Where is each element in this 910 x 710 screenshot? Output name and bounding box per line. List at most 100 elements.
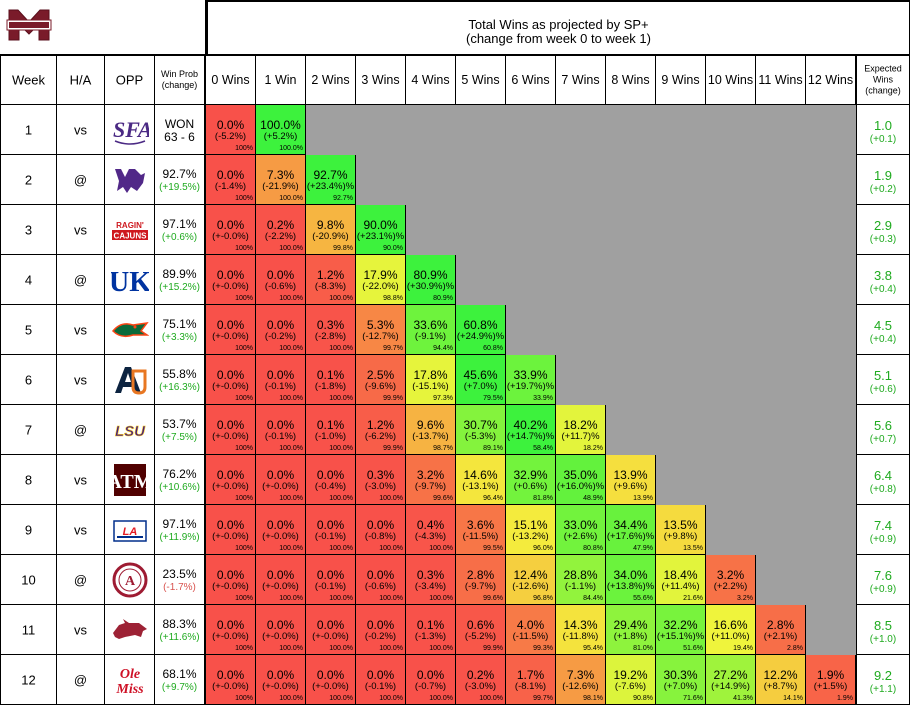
row-8-wins-2: 0.0% (-0.4%) 100.0%	[306, 455, 356, 505]
wins-probability: 0.0%	[366, 618, 395, 632]
row-6-wins-9-empty	[656, 355, 706, 405]
wins-probability-change: (+-0.0%)	[212, 581, 249, 592]
row-9-opp: LA	[105, 505, 155, 555]
row-11-wins-10: 16.6% (+11.0%) 19.4%	[706, 605, 756, 655]
row-8-wins-1: 0.0% (+-0.0%) 100.0%	[256, 455, 306, 505]
week-value: 4	[24, 272, 33, 287]
row-3-wins-1: 0.2% (-2.2%) 100.0%	[256, 205, 306, 255]
week-value: 10	[21, 572, 36, 587]
row-5-week: 5	[0, 305, 57, 355]
row-2-wins-6-empty	[506, 155, 556, 205]
row-11-wins-8: 29.4% (+1.8%) 81.0%	[606, 605, 656, 655]
row-6-wins-1: 0.0% (-0.1%) 100.0%	[256, 355, 306, 405]
alabama-logo-icon: A	[111, 561, 149, 599]
expected-wins-change: (+0.8)	[869, 484, 897, 495]
row-4-wins-10-empty	[706, 255, 756, 305]
chart-title: Total Wins as projected by SP+	[468, 17, 649, 32]
row-10-week: 10	[0, 555, 57, 605]
col-header-wins-12-label: 12 Wins	[807, 73, 854, 87]
row-1-wins-1: 100.0% (+5.2%) 100.0%	[256, 105, 306, 155]
wins-probability: 14.6%	[463, 468, 498, 482]
wins-probability-change: (-0.2%)	[364, 631, 397, 642]
row-12-wins-10: 27.2% (+14.9%) 41.3%	[706, 655, 756, 705]
wins-probability-change: (-1.3%)	[414, 631, 447, 642]
wins-probability-change: (-0.8%)	[364, 531, 397, 542]
wins-cumulative-probability: 100.0%	[379, 545, 403, 552]
row-5-wins-5: 60.8% (+24.9%)% 60.8%	[456, 305, 506, 355]
mississippi-state-logo-icon	[6, 9, 52, 41]
row-7-opp: LSU	[105, 405, 155, 455]
expected-wins-value: 5.1	[873, 368, 893, 383]
row-2-ha: @	[57, 155, 105, 205]
expected-wins-value: 6.4	[873, 468, 893, 483]
wins-probability-change: (+-0.0%)	[262, 681, 299, 692]
wins-cumulative-probability: 80.8%	[583, 545, 603, 552]
wins-probability: 0.3%	[366, 468, 395, 482]
wins-probability-change: (-22.0%)	[362, 281, 399, 292]
wins-probability-change: (+1.5%)	[813, 681, 848, 692]
row-8-wins-12-empty	[806, 455, 856, 505]
week-value: 7	[24, 422, 33, 437]
wins-probability-change: (-0.6%)	[364, 581, 397, 592]
chart-subtitle: (change from week 0 to week 1)	[466, 31, 651, 46]
wins-probability-change: (+-0.0%)	[212, 281, 249, 292]
row-2-wins-0: 0.0% (-1.4%) 100%	[206, 155, 256, 205]
row-1-wins-12-empty	[806, 105, 856, 155]
col-header-wins-9-label: 9 Wins	[661, 73, 700, 87]
home-away-value: vs	[74, 122, 87, 137]
header-logo-cell	[0, 0, 206, 55]
row-4-wins-4: 80.9% (+30.9%)% 80.9%	[406, 255, 456, 305]
wins-cumulative-probability: 100.0%	[329, 345, 353, 352]
svg-text:Ole: Ole	[120, 667, 140, 682]
week-value: 12	[21, 672, 36, 687]
wins-probability: 29.4%	[613, 618, 648, 632]
wins-probability-change: (-0.2%)	[264, 331, 297, 342]
row-1-wins-10-empty	[706, 105, 756, 155]
wins-probability-change: (-0.1%)	[364, 681, 397, 692]
col-header-wins-8: 8 Wins	[606, 55, 656, 105]
wins-probability: 0.0%	[216, 468, 245, 482]
wins-cumulative-probability: 100.0%	[279, 395, 303, 402]
wins-probability-change: (-5.2%)	[214, 131, 247, 142]
col-header-wins-4-label: 4 Wins	[411, 73, 450, 87]
wins-probability-change: (+-0.0%)	[262, 631, 299, 642]
wins-probability-change: (+-0.0%)	[262, 481, 299, 492]
row-1-opp: SFA	[105, 105, 155, 155]
wins-cumulative-probability: 100.0%	[429, 695, 453, 702]
row-10-ha: @	[57, 555, 105, 605]
au-logo-icon	[111, 361, 149, 399]
row-3-wins-6-empty	[506, 205, 556, 255]
wins-cumulative-probability: 90.0%	[383, 245, 403, 252]
row-4-winprob: 89.9% (+15.2%)	[155, 255, 206, 305]
row-9-week: 9	[0, 505, 57, 555]
row-3-opp: RAGIN' CAJUNS	[105, 205, 155, 255]
row-2-winprob: 92.7% (+19.5%)	[155, 155, 206, 205]
row-11-wins-4: 0.1% (-1.3%) 100.0%	[406, 605, 456, 655]
wins-cumulative-probability: 100%	[235, 645, 253, 652]
wins-probability-change: (+-0.0%)	[312, 631, 349, 642]
wins-cumulative-probability: 33.9%	[533, 395, 553, 402]
row-7-ha: @	[57, 405, 105, 455]
wins-probability-change: (-12.6%)	[512, 581, 549, 592]
wins-cumulative-probability: 100%	[235, 595, 253, 602]
row-12-wins-6: 1.7% (-8.1%) 99.7%	[506, 655, 556, 705]
home-away-value: vs	[74, 622, 87, 637]
wins-cumulative-probability: 100.0%	[279, 495, 303, 502]
home-away-value: vs	[74, 372, 87, 387]
row-8-winprob: 76.2% (+10.6%)	[155, 455, 206, 505]
row-12-wins-11: 12.2% (+8.7%) 14.1%	[756, 655, 806, 705]
home-away-value: vs	[74, 472, 87, 487]
row-5-wins-1: 0.0% (-0.2%) 100.0%	[256, 305, 306, 355]
wins-probability: 0.0%	[216, 368, 245, 382]
row-7-wins-11-empty	[756, 405, 806, 455]
wins-probability: 0.1%	[416, 618, 445, 632]
wins-probability: 3.2%	[416, 468, 445, 482]
chart-title-cell: Total Wins as projected by SP+ (change f…	[206, 0, 910, 55]
col-header-week: Week	[0, 55, 57, 105]
wins-probability: 14.3%	[563, 618, 598, 632]
wins-cumulative-probability: 1.9%	[837, 695, 853, 702]
row-8-wins-3: 0.3% (-3.0%) 100.0%	[356, 455, 406, 505]
row-5-wins-8-empty	[606, 305, 656, 355]
wins-probability-change: (-6.2%)	[364, 431, 397, 442]
wins-probability: 12.4%	[513, 568, 548, 582]
